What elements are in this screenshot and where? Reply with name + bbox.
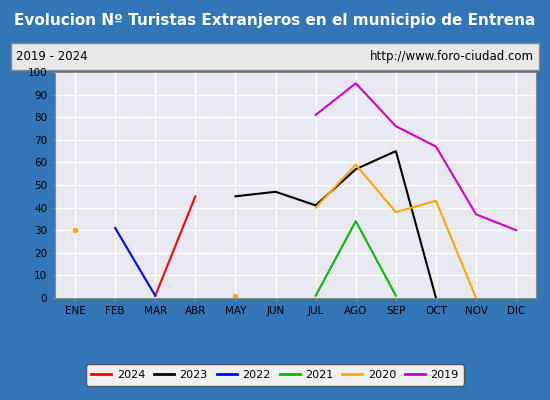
Text: Evolucion Nº Turistas Extranjeros en el municipio de Entrena: Evolucion Nº Turistas Extranjeros en el … bbox=[14, 14, 536, 28]
Legend: 2024, 2023, 2022, 2021, 2020, 2019: 2024, 2023, 2022, 2021, 2020, 2019 bbox=[86, 364, 464, 386]
Text: http://www.foro-ciudad.com: http://www.foro-ciudad.com bbox=[370, 50, 534, 63]
Text: 2019 - 2024: 2019 - 2024 bbox=[16, 50, 88, 63]
